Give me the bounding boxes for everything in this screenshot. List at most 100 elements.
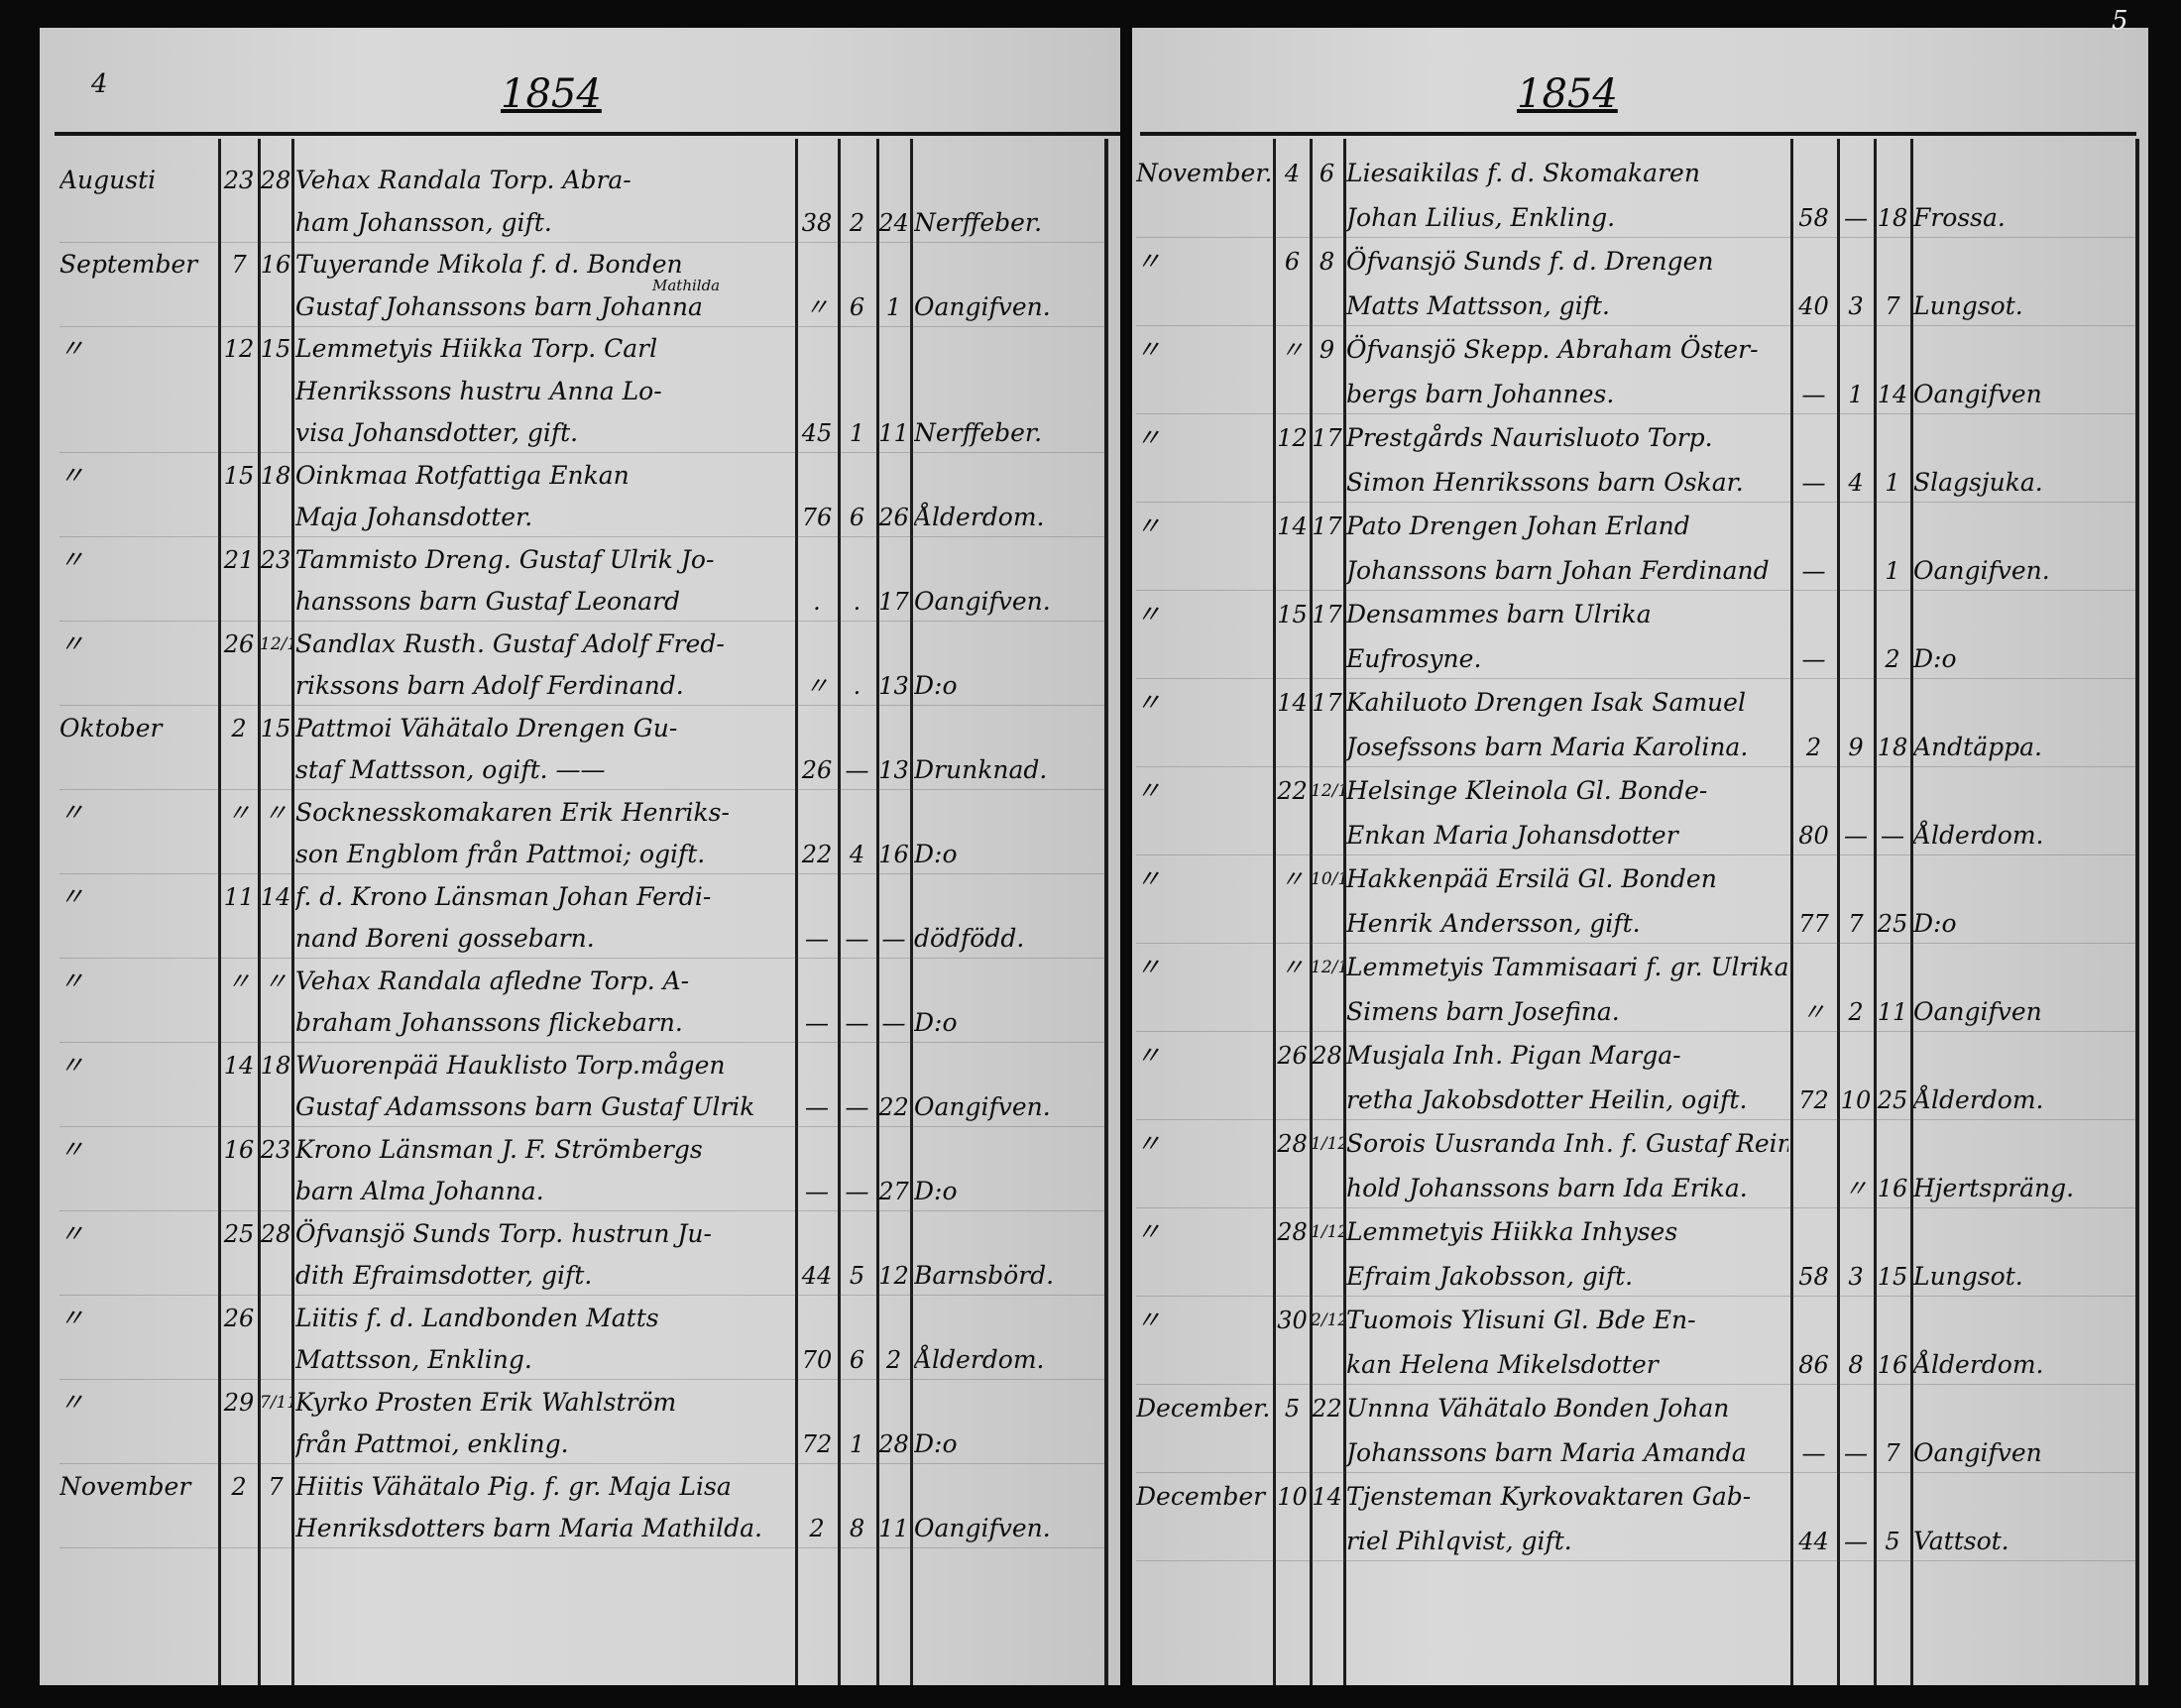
column-divider: [1790, 139, 1793, 1685]
entry-age-months: .: [853, 672, 861, 700]
entry-age-years: 40: [1798, 291, 1829, 320]
entry-age-years: 〃: [805, 672, 829, 700]
entry-death-day: 17: [1312, 689, 1342, 717]
entry-age-days: 11: [878, 419, 909, 447]
entry-month: 〃: [1136, 335, 1162, 364]
entry-age-years: 70: [801, 1346, 833, 1374]
entry-text-line: Henriksdotters barn Maria Mathilda.: [295, 1514, 762, 1542]
entry-cause-of-death: dödfödd.: [914, 924, 1025, 953]
entry-text-line: Unnna Vähätalo Bonden Johan: [1346, 1394, 1730, 1423]
entry-age-months: 1: [1848, 380, 1864, 408]
entry-cause-of-death: D:o: [914, 671, 958, 700]
entry-age-days: 28: [878, 1430, 909, 1458]
entry-text-line: son Engblom från Pattmoi; ogift.: [295, 840, 706, 868]
entry-age-days: 11: [1877, 997, 1908, 1026]
entry-burial-day: 25: [223, 1219, 255, 1248]
entry-cause-of-death: Hjertspräng.: [1913, 1173, 2075, 1202]
column-divider: [2135, 139, 2139, 1685]
entry-text-line: Johanssons barn Johan Ferdinand: [1346, 555, 1770, 585]
entry-age-months: 1: [849, 1430, 865, 1458]
entry-age-days: 26: [878, 504, 909, 531]
entry-age-days: 1: [1885, 556, 1900, 585]
entry-text-line: bergs barn Johannes.: [1346, 379, 1615, 408]
entry-age-days: 16: [1877, 1174, 1908, 1202]
entry-age-months: 2: [849, 208, 865, 237]
entry-burial-day: 6: [1284, 248, 1301, 276]
row-rule: [1136, 501, 2135, 503]
entry-age-days: 22: [878, 1093, 909, 1121]
row-rule: [1136, 1471, 2135, 1473]
entry-age-days: 17: [878, 588, 909, 616]
column-divider: [1310, 139, 1313, 1685]
entry-text-line: Enkan Maria Johansdotter: [1346, 820, 1678, 850]
entry-burial-day: 28: [1277, 1130, 1308, 1158]
entry-text-line: Tammisto Dreng. Gustaf Ulrik Jo-: [295, 544, 715, 574]
entry-cause-of-death: Lungsot.: [1913, 290, 2023, 320]
entry-death-day: 10/12: [1311, 869, 1343, 889]
entry-text-line: från Pattmoi, enkling.: [295, 1429, 569, 1458]
entry-cause-of-death: Drunknad.: [914, 755, 1048, 784]
entry-text-line: Lemmetyis Hiikka Torp. Carl: [295, 334, 658, 363]
entry-age-years: .: [813, 588, 821, 616]
entry-cause-of-death: D:o: [1913, 643, 1957, 673]
entry-cause-of-death: Nerffeber.: [914, 207, 1043, 237]
entry-text-line: Öfvansjö Sunds f. d. Drengen: [1346, 247, 1714, 276]
entry-text-line: Efraim Jakobsson, gift.: [1346, 1261, 1634, 1291]
entry-death-day: 8: [1319, 248, 1335, 276]
entry-text-line: Lemmetyis Hiikka Inhyses: [1346, 1217, 1678, 1246]
column-divider: [1910, 139, 1913, 1685]
row-rule: [1136, 236, 2135, 238]
entry-burial-day: 22: [1277, 777, 1308, 805]
entry-cause-of-death: Oangifven.: [1913, 555, 2050, 585]
entry-age-months: 8: [849, 1515, 865, 1542]
row-rule: [1136, 1206, 2135, 1208]
entry-text-line: Henrik Andersson, gift.: [1346, 908, 1641, 938]
entry-text-line: Pato Drengen Johan Erland: [1346, 512, 1690, 540]
entry-age-days: 18: [1877, 733, 1908, 761]
entry-burial-day: 28: [1277, 1218, 1308, 1246]
entry-age-months: 10: [1840, 1085, 1872, 1114]
entry-age-months: 4: [849, 841, 865, 868]
entry-text-line: Krono Länsman J. F. Strömbergs: [295, 1134, 703, 1164]
entry-text-line: Kyrko Prosten Erik Wahlström: [295, 1387, 677, 1417]
entry-death-day: 12/12: [1311, 781, 1343, 801]
entry-burial-day: 29: [223, 1388, 255, 1417]
entry-age-days: 1: [1885, 468, 1900, 497]
left-year-heading: 1854: [501, 71, 602, 117]
entry-burial-day: 26: [223, 1304, 255, 1332]
entry-text-line: Simon Henrikssons barn Oskar.: [1346, 467, 1744, 497]
entry-age-months: —: [1844, 203, 1868, 232]
entry-month: December: [1136, 1482, 1266, 1511]
entry-text-line: Sorois Uusranda Inh. f. Gustaf Rein-: [1346, 1129, 1788, 1158]
entry-cause-of-death: D:o: [914, 840, 958, 868]
entry-month: 〃: [1136, 688, 1162, 717]
entry-text-line: Helsinge Kleinola Gl. Bonde-: [1346, 776, 1708, 805]
entry-text-line: Hakkenpää Ersilä Gl. Bonden: [1346, 864, 1717, 893]
entry-text-line: Tuyerande Mikola f. d. Bonden: [295, 250, 683, 279]
row-rule: [59, 325, 1104, 327]
entry-age-days: 12: [878, 1262, 909, 1290]
entry-age-months: —: [845, 925, 869, 953]
entry-age-months: —: [845, 1009, 869, 1037]
entry-month: 〃: [59, 966, 85, 995]
entry-age-years: —: [1801, 468, 1826, 497]
entry-death-day: 〃: [264, 967, 287, 995]
entry-death-day: 28: [260, 167, 291, 194]
entry-burial-day: 4: [1284, 160, 1301, 187]
entry-age-months: 8: [1848, 1350, 1864, 1379]
column-divider: [910, 139, 913, 1685]
column-divider: [1104, 139, 1108, 1685]
entry-age-months: 9: [1848, 733, 1864, 761]
entry-text-line: Lemmetyis Tammisaari f. gr. Ulrika: [1346, 953, 1788, 981]
entry-cause-of-death: Ålderdom.: [1913, 820, 2044, 850]
entry-text-line: Tjensteman Kyrkovaktaren Gab-: [1346, 1482, 1752, 1511]
entry-age-days: 2: [1885, 644, 1900, 673]
entry-age-years: 45: [801, 419, 833, 447]
row-rule: [1136, 1118, 2135, 1120]
column-divider: [218, 139, 221, 1685]
entry-age-years: 44: [1798, 1527, 1829, 1555]
row-rule: [59, 705, 1104, 706]
entry-death-day: 7/11: [260, 1392, 291, 1413]
entry-cause-of-death: Ålderdom.: [914, 503, 1045, 531]
entry-text-line: Hiitis Vähätalo Pig. f. gr. Maja Lisa: [295, 1471, 732, 1501]
